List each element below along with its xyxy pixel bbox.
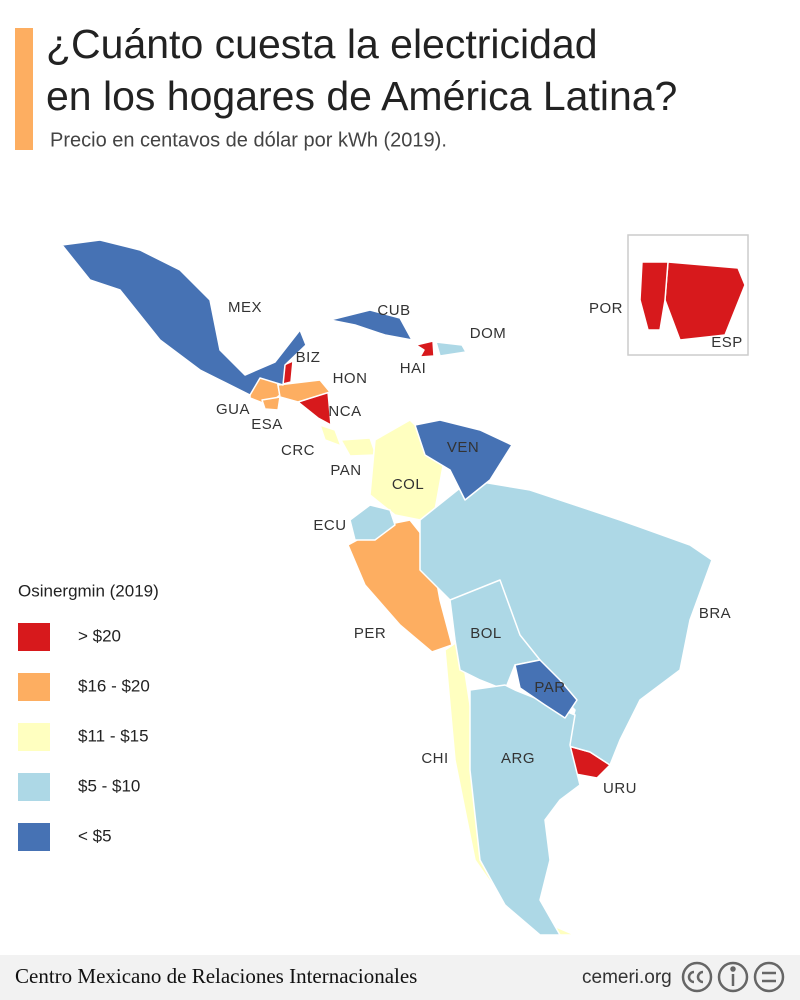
country-label: BOL — [470, 625, 502, 642]
legend-swatch — [18, 773, 50, 801]
legend-swatch — [18, 823, 50, 851]
country-label: PAN — [330, 462, 361, 479]
country-label: PER — [354, 625, 386, 642]
country-label: POR — [589, 300, 623, 317]
country-label: BRA — [699, 605, 731, 622]
legend-swatch — [18, 723, 50, 751]
legend-swatch — [18, 623, 50, 651]
legend-label: $16 - $20 — [78, 676, 150, 695]
country-label: CHI — [421, 750, 448, 767]
country-label: PAR — [534, 679, 565, 696]
country-label: GUA — [216, 401, 250, 418]
footer-site: cemeri.org — [582, 967, 672, 988]
country-label: ECU — [313, 517, 346, 534]
country-label: CRC — [281, 442, 315, 459]
country-shape — [664, 261, 746, 341]
country-label: CUB — [377, 302, 410, 319]
country-shape — [329, 309, 413, 341]
country-shape — [639, 261, 669, 331]
country-label: HAI — [400, 360, 427, 377]
country-shape — [415, 340, 435, 358]
country-label: BIZ — [296, 349, 321, 366]
inset-frame — [627, 234, 749, 356]
country-shape — [514, 659, 578, 719]
country-shape — [449, 579, 541, 691]
footer-organization: Centro Mexicano de Relaciones Internacio… — [15, 964, 417, 988]
country-label: ESA — [251, 416, 283, 433]
footer-bar — [0, 955, 800, 1000]
legend: > $20 $16 - $20 $11 - $15 $5 - $10 < $5 — [18, 623, 150, 851]
country-label: NCA — [328, 403, 361, 420]
country-shape — [340, 437, 377, 457]
country-shape — [319, 424, 342, 447]
country-label: DOM — [470, 325, 507, 342]
legend-label: $11 - $15 — [78, 726, 149, 745]
country-label: COL — [392, 476, 424, 493]
country-shape — [61, 239, 307, 396]
country-label: ESP — [711, 334, 743, 351]
country-shape — [277, 379, 331, 403]
title-line: ¿Cuánto cuesta la electricidad — [46, 21, 598, 67]
country-shape — [414, 419, 513, 501]
country-shape — [349, 504, 396, 541]
title-accent — [15, 28, 33, 150]
legend-swatch — [18, 673, 50, 701]
country-label: VEN — [447, 439, 479, 456]
license-icons — [681, 961, 785, 993]
country-shape — [261, 396, 281, 411]
country-label: MEX — [228, 299, 262, 316]
title-line: en los hogares de América Latina? — [46, 73, 677, 119]
legend-label: < $5 — [78, 826, 112, 845]
legend-label: $5 - $10 — [78, 776, 140, 795]
country-shape — [469, 684, 581, 936]
country-label: ARG — [501, 750, 535, 767]
legend-title: Osinergmin (2019) — [18, 581, 159, 600]
country-label: HON — [333, 370, 368, 387]
subtitle: Precio en centavos de dólar por kWh (201… — [50, 129, 447, 151]
legend-label: > $20 — [78, 626, 121, 645]
country-shape — [435, 341, 467, 357]
country-label: URU — [603, 780, 637, 797]
